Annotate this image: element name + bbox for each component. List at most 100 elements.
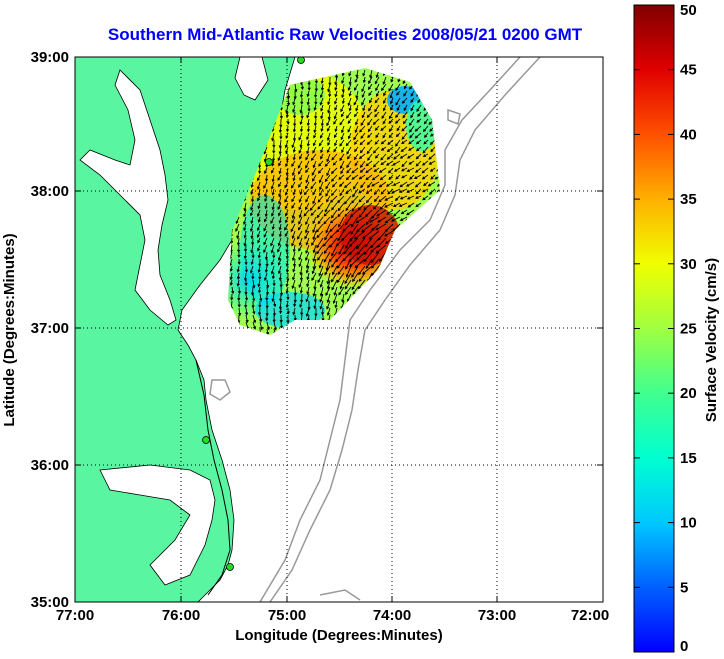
velocity-arrow — [357, 202, 366, 211]
velocity-arrow — [422, 146, 429, 154]
velocity-arrow — [258, 300, 262, 309]
velocity-arrow — [399, 153, 408, 159]
velocity-arrow — [382, 97, 387, 105]
velocity-arrow — [395, 111, 401, 118]
velocity-arrow — [251, 286, 255, 296]
velocity-arrow — [347, 83, 352, 91]
velocity-arrow — [421, 167, 429, 174]
velocity-arrow — [291, 167, 296, 177]
velocity-arrow — [292, 97, 296, 106]
velocity-arrow — [314, 111, 318, 120]
velocity-arrow — [318, 258, 324, 269]
velocity-arrow — [299, 90, 304, 99]
velocity-arrow — [379, 174, 387, 181]
velocity-arrow — [373, 188, 380, 196]
velocity-arrow — [394, 118, 401, 124]
velocity-arrow — [396, 104, 401, 112]
velocity-arrow — [395, 139, 401, 147]
velocity-arrow — [339, 153, 345, 162]
velocity-arrow — [300, 111, 304, 120]
velocity-arrow — [375, 223, 387, 231]
velocity-arrow — [292, 265, 296, 273]
velocity-arrow — [384, 230, 394, 237]
velocity-arrow — [229, 265, 233, 272]
velocity-arrow — [258, 258, 262, 267]
velocity-arrow — [351, 167, 359, 174]
velocity-arrow — [299, 188, 303, 196]
y-tick-label: 38:00 — [31, 183, 69, 200]
velocity-arrow — [309, 202, 317, 212]
velocity-arrow — [400, 146, 408, 153]
velocity-arrow — [353, 83, 359, 91]
velocity-arrow — [318, 160, 324, 167]
velocity-arrow — [341, 97, 345, 105]
velocity-arrow — [399, 216, 408, 221]
velocity-arrow — [311, 272, 317, 282]
velocity-arrow — [306, 132, 310, 141]
velocity-arrow — [284, 195, 289, 203]
velocity-arrow — [358, 174, 366, 180]
x-tick-label: 77:00 — [56, 607, 94, 624]
velocity-arrow — [374, 139, 380, 145]
velocity-arrow — [388, 118, 394, 125]
velocity-arrow — [371, 209, 380, 219]
velocity-arrow — [365, 174, 373, 181]
velocity-arrow — [244, 244, 248, 253]
velocity-arrow — [258, 307, 262, 316]
velocity-arrow — [270, 181, 275, 190]
velocity-arrow — [347, 118, 352, 125]
velocity-arrow — [257, 279, 261, 288]
velocity-arrow — [362, 69, 366, 77]
velocity-arrow — [311, 265, 317, 275]
y-axis-label: Latitude (Degrees:Minutes) — [1, 233, 18, 426]
velocity-arrow — [314, 83, 318, 92]
velocity-arrow — [238, 307, 242, 317]
velocity-arrow — [264, 195, 268, 203]
velocity-arrow — [384, 195, 394, 201]
velocity-arrow — [270, 237, 275, 247]
velocity-arrow — [250, 181, 254, 189]
velocity-arrow — [352, 188, 359, 198]
velocity-arrow — [350, 216, 359, 228]
velocity-arrow — [325, 223, 331, 234]
velocity-arrow — [380, 153, 387, 161]
colorbar-tick-label: 20 — [680, 385, 697, 402]
velocity-arrow — [263, 181, 268, 189]
velocity-arrow — [273, 300, 277, 308]
velocity-arrow — [428, 153, 436, 160]
velocity-arrow — [339, 118, 345, 126]
velocity-arrow — [312, 139, 317, 147]
velocity-arrow — [298, 216, 303, 225]
velocity-arrow — [317, 167, 324, 174]
velocity-arrow — [286, 97, 291, 107]
radar-stations — [202, 57, 305, 571]
velocity-arrow — [378, 181, 387, 188]
velocity-arrow — [340, 104, 345, 113]
velocity-arrow — [229, 279, 233, 286]
velocity-arrow — [334, 104, 338, 111]
velocity-arrow — [375, 244, 387, 254]
velocity-arrow — [300, 307, 304, 316]
velocity-arrow — [291, 230, 296, 240]
velocity-arrow — [352, 181, 359, 190]
velocity-arrow — [298, 195, 303, 203]
velocity-arrow — [406, 188, 415, 193]
velocity-arrow — [270, 258, 275, 266]
velocity-arrow — [244, 293, 249, 302]
velocity-arrow — [305, 160, 310, 169]
velocity-arrow — [305, 265, 310, 274]
colorbar-tick-label: 0 — [680, 638, 688, 655]
velocity-arrow — [299, 153, 303, 160]
velocity-arrow — [367, 153, 373, 161]
velocity-arrow — [299, 300, 303, 308]
velocity-arrow — [400, 209, 408, 215]
velocity-arrow — [387, 167, 394, 174]
velocity-arrow — [305, 167, 310, 174]
velocity-arrow — [361, 223, 373, 233]
velocity-arrow — [373, 195, 380, 203]
velocity-arrow — [298, 202, 303, 211]
velocity-arrow — [299, 286, 303, 294]
velocity-arrow — [278, 230, 282, 238]
velocity-arrow — [365, 167, 373, 174]
velocity-arrow — [279, 111, 283, 120]
